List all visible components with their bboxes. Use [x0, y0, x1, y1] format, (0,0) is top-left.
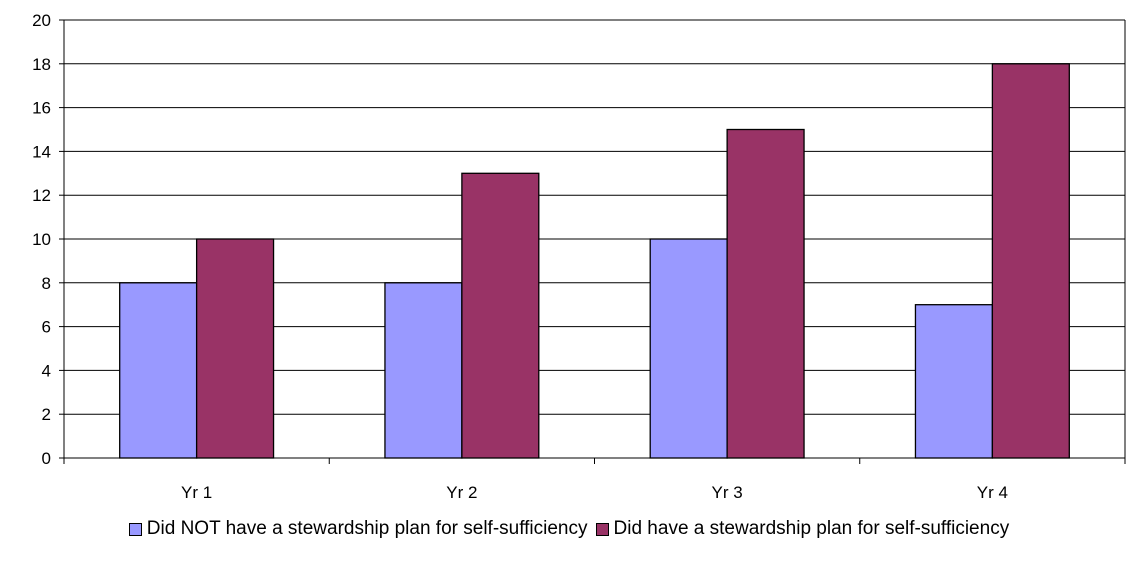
y-tick-label: 4 [42, 361, 51, 380]
legend-item-series-1: Did NOT have a stewardship plan for self… [128, 518, 588, 540]
x-tick-label: Yr 1 [181, 483, 212, 502]
legend-label-series-2: Did have a stewardship plan for self-suf… [613, 518, 1010, 539]
bars [119, 63, 1070, 459]
bar-series-2-4 [991, 63, 1070, 459]
legend-swatch-series-1 [128, 522, 142, 536]
bar-series-1-2 [384, 282, 463, 459]
x-tick-label: Yr 4 [977, 483, 1008, 502]
x-tick-label: Yr 2 [446, 483, 477, 502]
y-tick-label: 10 [32, 230, 51, 249]
bar-series-2-3 [726, 128, 805, 459]
y-tick-label: 6 [42, 318, 51, 337]
legend-label-series-1: Did NOT have a stewardship plan for self… [146, 518, 588, 539]
y-tick-label: 8 [42, 274, 51, 293]
bar-series-1-1 [119, 282, 198, 459]
bar-series-1-3 [649, 238, 728, 459]
y-tick-label: 12 [32, 186, 51, 205]
y-tick-label: 16 [32, 99, 51, 118]
x-tick-label: Yr 3 [712, 483, 743, 502]
bar-series-2-1 [195, 238, 275, 459]
y-tick-label: 14 [32, 142, 51, 161]
bar-series-1-4 [914, 304, 994, 459]
bar-chart: 0 2 4 6 8 10 12 14 16 18 20 Yr 1 Yr 2 Yr 3 Yr 4 [32, 11, 1126, 502]
legend: Did NOT have a stewardship plan for self… [0, 518, 1138, 540]
y-tick-label: 0 [42, 449, 51, 468]
y-tick-label: 20 [32, 11, 51, 30]
bar-series-2-2 [461, 172, 540, 459]
y-tick-labels: 0 2 4 6 8 10 12 14 16 18 20 [32, 11, 51, 468]
axes [59, 19, 1126, 464]
x-tick-labels: Yr 1 Yr 2 Yr 3 Yr 4 [181, 483, 1008, 502]
legend-swatch-series-2 [595, 522, 609, 536]
y-tick-label: 18 [32, 55, 51, 74]
y-tick-label: 2 [42, 405, 51, 424]
legend-item-series-2: Did have a stewardship plan for self-suf… [595, 518, 1010, 540]
